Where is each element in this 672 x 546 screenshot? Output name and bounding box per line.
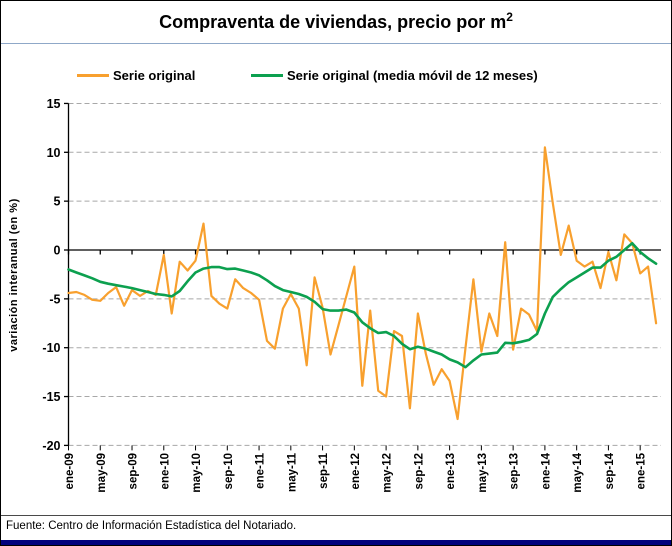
y-tick-label: -15	[42, 390, 60, 404]
x-tick-label: may-12	[382, 453, 394, 493]
x-tick-label: may-11	[286, 452, 298, 492]
legend-label-serie-original: Serie original	[113, 67, 196, 83]
x-tick-label: sep-14	[604, 452, 616, 489]
chart-title-bar: Compraventa de viviendas, precio por m2	[1, 1, 671, 44]
x-tick-label: sep-12	[413, 453, 425, 489]
title-superscript: 2	[506, 9, 513, 24]
legend-item-serie-original: Serie original	[77, 61, 195, 89]
chart-title: Compraventa de viviendas, precio por m2	[159, 9, 513, 32]
y-tick-label: 0	[54, 244, 61, 258]
x-tick-label: may-13	[477, 453, 489, 493]
x-tick-label: sep-13	[509, 453, 521, 489]
y-axis-title: variación interanual (en %)	[8, 198, 20, 351]
media-movil-line-swatch	[251, 73, 283, 77]
y-tick-label: -10	[42, 341, 60, 355]
source-text: Fuente: Centro de Información Estadístic…	[6, 520, 297, 532]
x-tick-label: sep-10	[223, 453, 235, 489]
legend-item-media-movil: Serie original (media móvil de 12 meses)	[251, 61, 538, 89]
x-tick-label: may-14	[572, 452, 584, 492]
x-tick-label: sep-09	[128, 453, 140, 489]
y-tick-label: -20	[42, 439, 60, 453]
chart-legend: Serie original Serie original (media móv…	[1, 61, 671, 89]
x-tick-label: ene-15	[636, 452, 648, 489]
x-tick-label: may-10	[191, 453, 203, 493]
x-tick-label: sep-11	[318, 452, 330, 488]
source-band: Fuente: Centro de Información Estadístic…	[1, 515, 671, 545]
bottom-accent-bar	[1, 540, 671, 545]
y-tick-label: -5	[49, 292, 60, 306]
x-tick-label: ene-10	[159, 453, 171, 489]
x-tick-label: ene-11	[255, 452, 267, 488]
media-movil-line	[67, 241, 658, 369]
x-tick-label: ene-13	[445, 453, 457, 489]
x-tick-label: ene-09	[64, 453, 76, 489]
legend-label-media-movil: Serie original (media móvil de 12 meses)	[287, 67, 538, 83]
serie-original-line-swatch	[77, 73, 109, 77]
x-tick-label: may-09	[96, 453, 108, 493]
y-tick-label: 10	[47, 146, 61, 160]
y-tick-label: 5	[54, 195, 61, 209]
x-tick-label: ene-14	[540, 452, 552, 489]
x-tick-label: ene-12	[350, 453, 362, 489]
y-tick-label: 15	[47, 97, 61, 111]
serie-original-line	[67, 146, 658, 421]
